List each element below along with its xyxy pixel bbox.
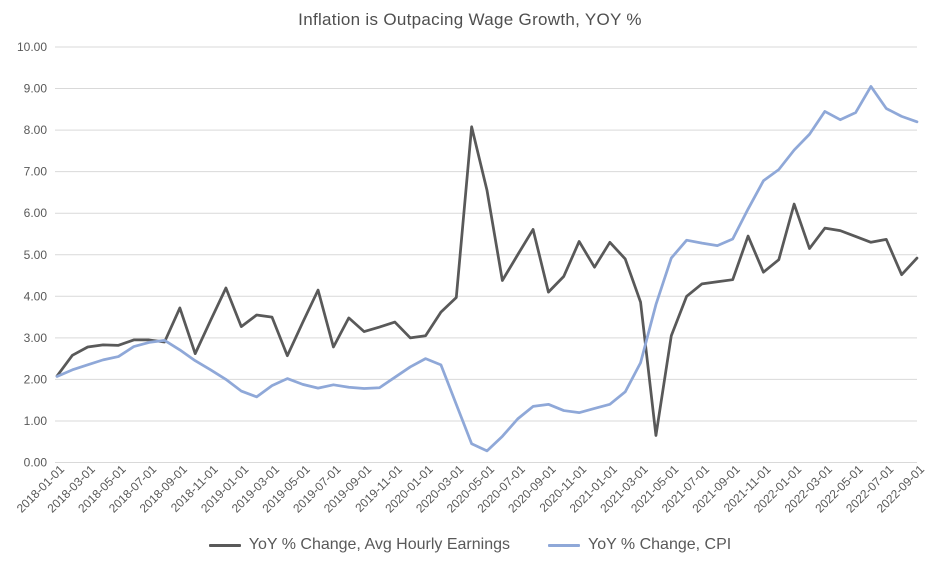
y-axis-tick-label: 8.00	[24, 123, 48, 137]
legend-item-cpi: YoY % Change, CPI	[548, 536, 731, 554]
legend-item-earnings: YoY % Change, Avg Hourly Earnings	[208, 536, 510, 554]
y-axis-tick-label: 7.00	[24, 165, 48, 179]
y-axis-tick-label: 3.00	[24, 331, 48, 345]
earnings-series-line	[55, 125, 919, 437]
y-axis-tick-label: 9.00	[24, 82, 48, 96]
cpi-line-swatch	[548, 543, 580, 547]
y-axis-tick-label: 1.00	[24, 414, 48, 428]
plot-area: 10.00 9.00 8.00 7.00 6.00 5.00 4.00 3.00 2.00 1.0…	[14, 40, 928, 516]
cpi-series-line	[55, 85, 919, 453]
legend: YoY % Change, Avg Hourly Earnings YoY % …	[0, 536, 940, 554]
y-axis-tick-label: 2.00	[24, 372, 48, 386]
y-axis-tick-label: 4.00	[24, 289, 48, 303]
y-axis-tick-label: 10.00	[17, 40, 47, 54]
earnings-line-swatch	[208, 543, 241, 547]
chart-title: Inflation is Outpacing Wage Growth, YOY …	[298, 10, 642, 29]
legend-label-earnings: YoY % Change, Avg Hourly Earnings	[248, 536, 510, 553]
y-axis-tick-label: 6.00	[24, 206, 48, 220]
y-axis-tick-label: 5.00	[24, 248, 48, 262]
y-axis-tick-label: 0.00	[24, 456, 48, 470]
legend-label-cpi: YoY % Change, CPI	[588, 536, 732, 553]
